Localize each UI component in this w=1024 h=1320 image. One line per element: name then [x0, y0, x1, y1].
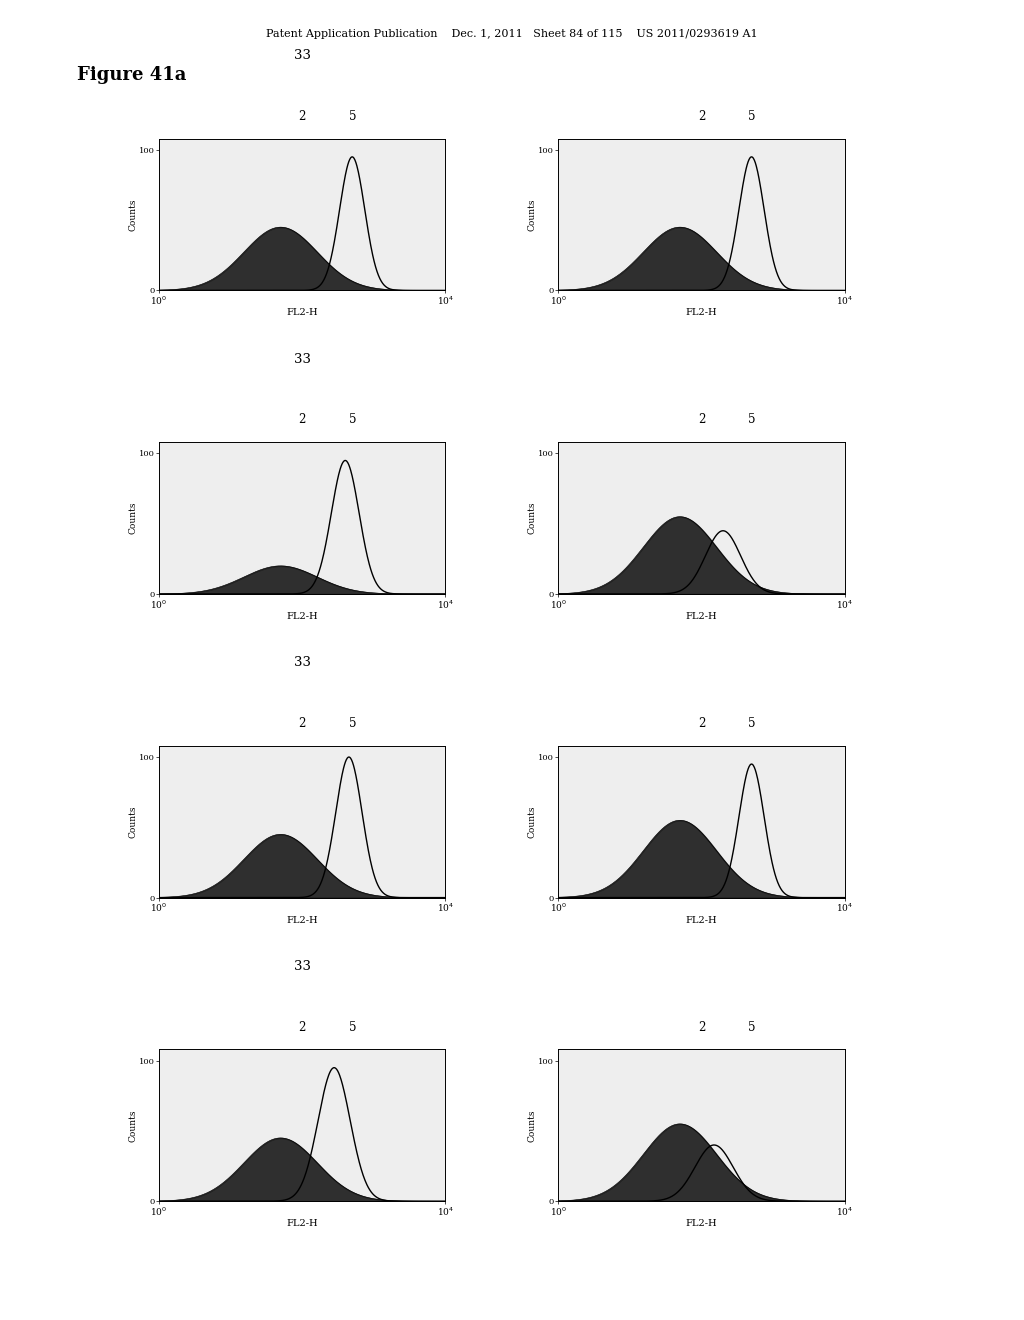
Text: 33: 33	[294, 656, 310, 669]
Text: 33: 33	[294, 352, 310, 366]
X-axis label: FL2-H: FL2-H	[686, 612, 717, 620]
Y-axis label: Counts: Counts	[128, 805, 137, 838]
Text: 5: 5	[348, 1020, 356, 1034]
X-axis label: FL2-H: FL2-H	[287, 612, 317, 620]
Y-axis label: Counts: Counts	[128, 198, 137, 231]
Y-axis label: Counts: Counts	[527, 805, 537, 838]
Text: 2: 2	[298, 413, 306, 426]
Text: 5: 5	[348, 413, 356, 426]
X-axis label: FL2-H: FL2-H	[686, 309, 717, 317]
X-axis label: FL2-H: FL2-H	[686, 1220, 717, 1228]
Text: 5: 5	[348, 717, 356, 730]
Text: 2: 2	[697, 110, 706, 123]
Y-axis label: Counts: Counts	[128, 1109, 137, 1142]
Text: 5: 5	[748, 1020, 756, 1034]
Text: 2: 2	[697, 413, 706, 426]
Text: 5: 5	[348, 110, 356, 123]
Text: 2: 2	[298, 110, 306, 123]
X-axis label: FL2-H: FL2-H	[287, 309, 317, 317]
Y-axis label: Counts: Counts	[527, 198, 537, 231]
Text: 2: 2	[697, 717, 706, 730]
Text: 5: 5	[748, 717, 756, 730]
Text: 5: 5	[748, 413, 756, 426]
Text: 2: 2	[298, 717, 306, 730]
Text: 33: 33	[294, 960, 310, 973]
Y-axis label: Counts: Counts	[527, 1109, 537, 1142]
Text: Patent Application Publication    Dec. 1, 2011   Sheet 84 of 115    US 2011/0293: Patent Application Publication Dec. 1, 2…	[266, 29, 758, 40]
X-axis label: FL2-H: FL2-H	[287, 916, 317, 924]
Y-axis label: Counts: Counts	[128, 502, 137, 535]
Y-axis label: Counts: Counts	[527, 502, 537, 535]
X-axis label: FL2-H: FL2-H	[287, 1220, 317, 1228]
Text: Figure 41a: Figure 41a	[77, 66, 186, 84]
Text: 33: 33	[294, 49, 310, 62]
Text: 2: 2	[298, 1020, 306, 1034]
X-axis label: FL2-H: FL2-H	[686, 916, 717, 924]
Text: 5: 5	[748, 110, 756, 123]
Text: 2: 2	[697, 1020, 706, 1034]
